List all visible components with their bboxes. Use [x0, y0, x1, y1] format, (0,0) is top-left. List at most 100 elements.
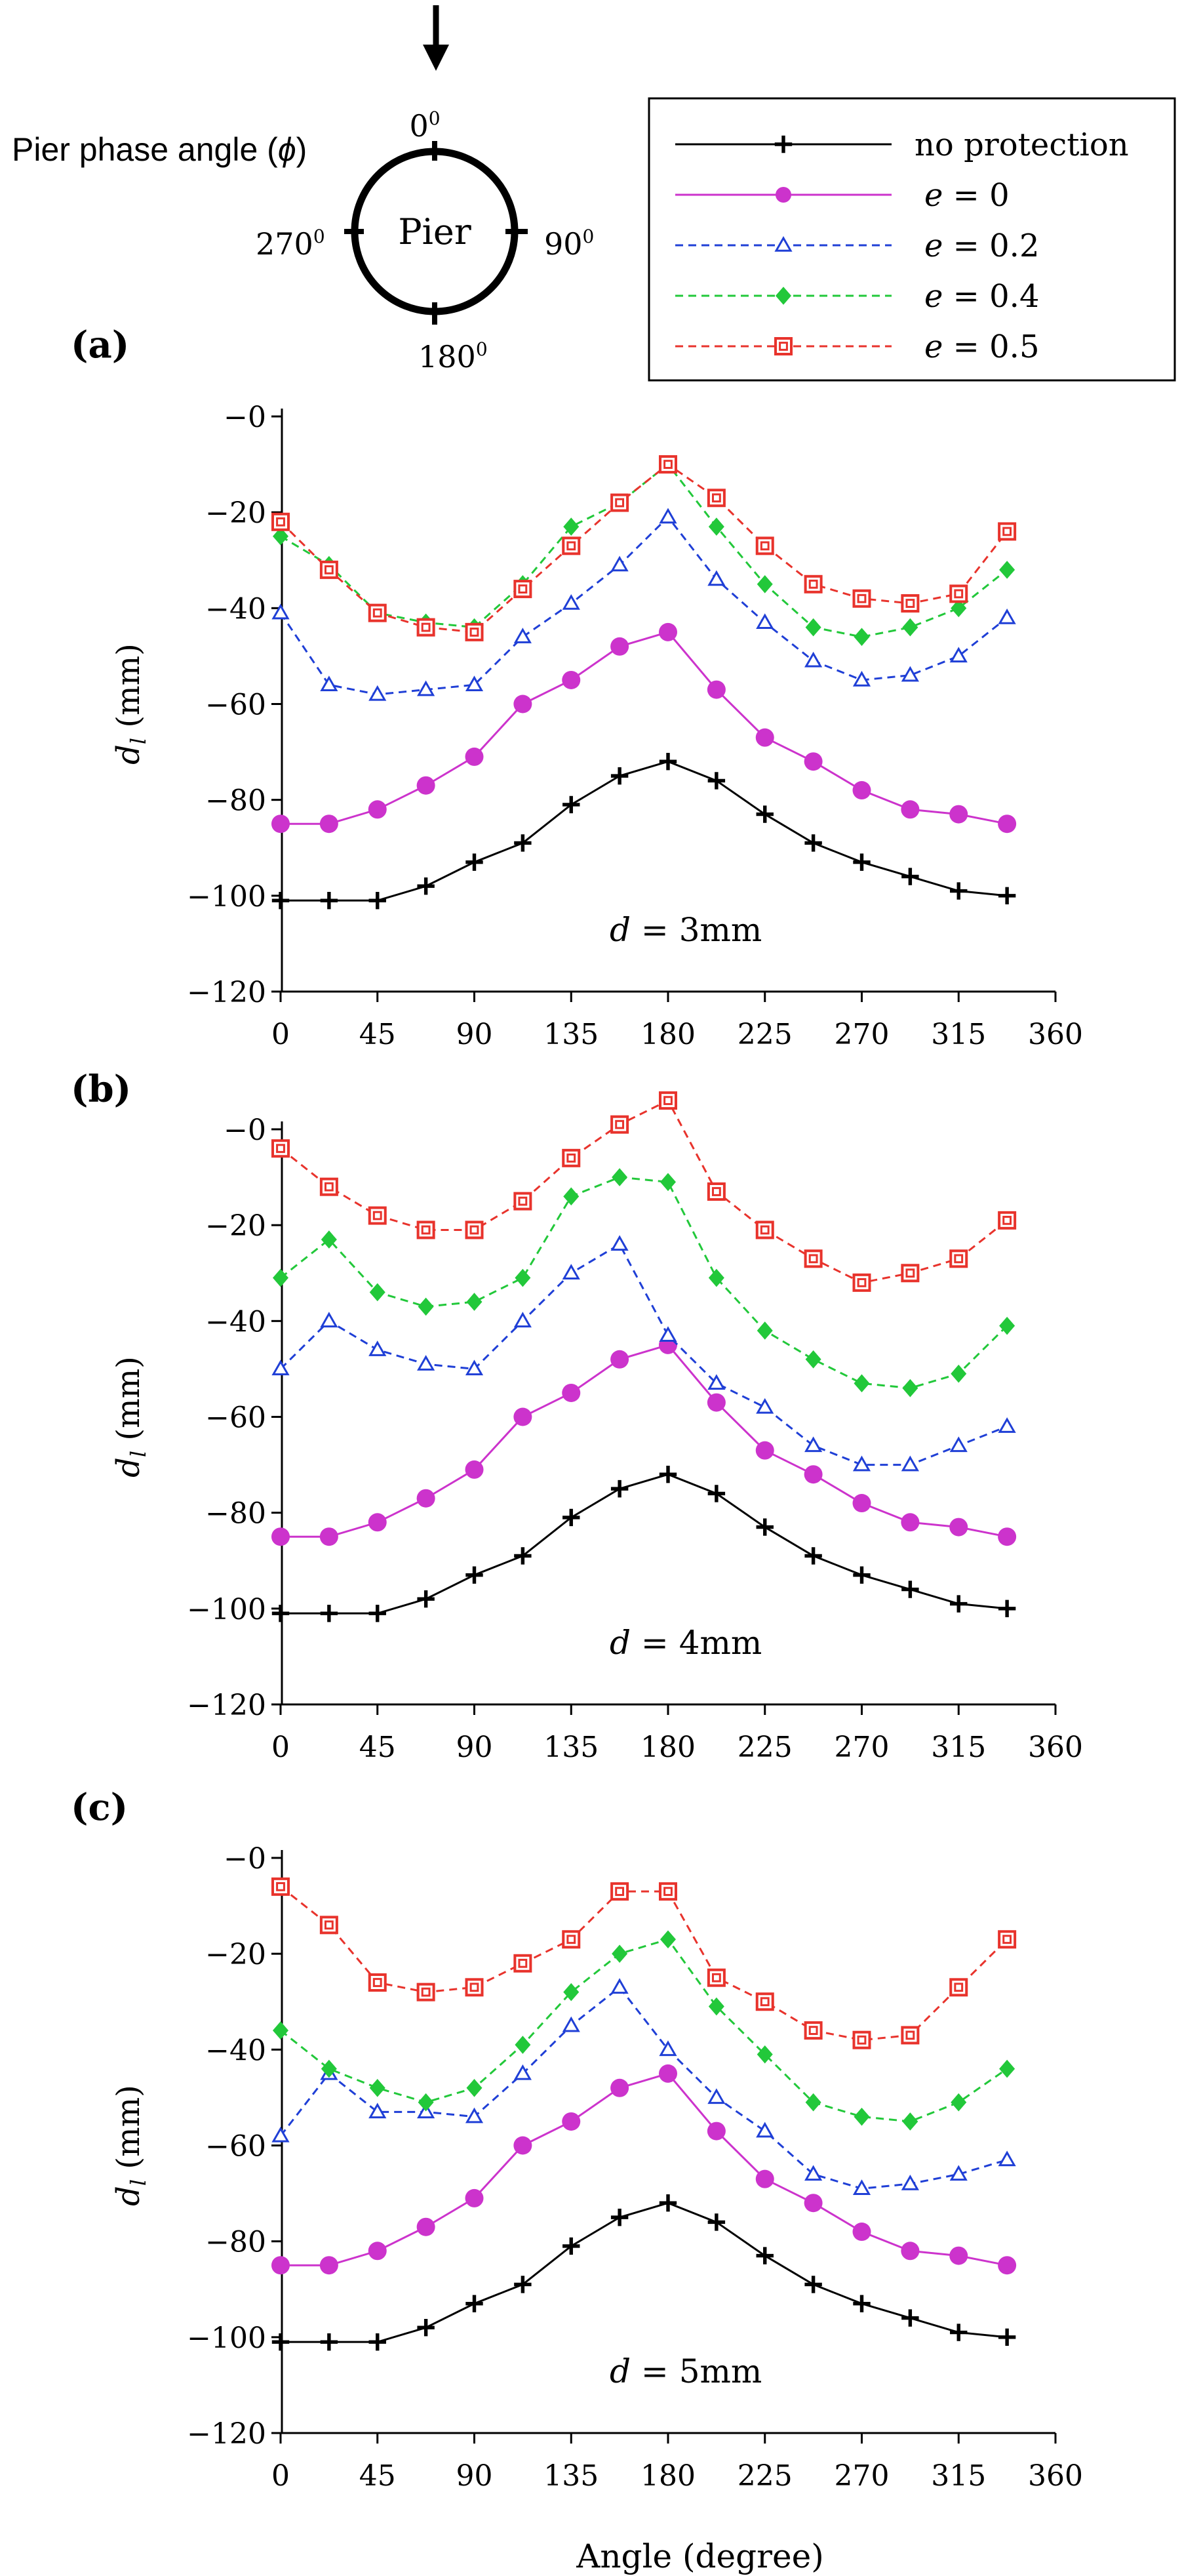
data-point — [562, 1148, 581, 1167]
data-point — [998, 2256, 1017, 2275]
data-point — [901, 1455, 919, 1472]
square-marker-inner — [857, 594, 867, 603]
data-point — [998, 522, 1017, 541]
data-point — [417, 1355, 435, 1371]
data-point — [708, 1268, 724, 1287]
data-point — [805, 618, 821, 637]
panel-annotation: d = 4mm — [610, 1624, 762, 1662]
data-point — [610, 1235, 629, 1251]
data-point — [515, 2036, 531, 2054]
square-marker-inner — [518, 584, 528, 594]
legend-marker — [776, 187, 791, 203]
data-point — [901, 666, 919, 682]
data-point — [804, 2165, 823, 2181]
data-point — [902, 1379, 918, 1398]
series-line — [281, 2072, 1008, 2266]
data-point — [271, 2333, 290, 2351]
data-point — [418, 2093, 434, 2112]
square-marker-inner — [421, 1987, 431, 1997]
data-point — [659, 2194, 677, 2212]
data-point — [755, 1441, 774, 1460]
square-marker-inner — [779, 342, 788, 351]
data-point — [998, 1417, 1016, 1433]
series — [271, 1091, 1017, 1292]
data-point — [610, 1115, 629, 1134]
square-marker-inner — [276, 1144, 285, 1154]
square-marker-inner — [615, 1119, 625, 1129]
data-point — [949, 805, 968, 824]
data-point — [513, 1954, 532, 1973]
square-marker-inner — [711, 493, 721, 503]
data-point — [465, 1359, 484, 1376]
data-point — [951, 599, 967, 618]
x-tick-label: 180 — [640, 1731, 696, 1764]
y-tick-label: −0 — [224, 401, 266, 434]
legend-label: e = 0.2 — [924, 228, 1039, 264]
data-point — [707, 1393, 726, 1412]
data-point — [368, 800, 387, 819]
data-point — [707, 1485, 726, 1502]
data-point — [659, 2040, 677, 2057]
square-marker-inner — [905, 599, 915, 608]
data-point — [368, 1340, 387, 1356]
data-point — [319, 1177, 338, 1196]
data-point — [562, 670, 581, 689]
data-point — [755, 2169, 774, 2188]
data-point — [902, 618, 918, 637]
data-point — [562, 536, 581, 555]
panel-label: (c) — [71, 1786, 128, 1829]
data-point — [562, 2237, 580, 2255]
data-point — [368, 2242, 387, 2261]
data-point — [949, 1249, 968, 1268]
y-tick-label: −60 — [205, 689, 266, 722]
data-point — [659, 622, 677, 641]
data-point — [804, 1436, 823, 1453]
y-axis-label: dl (mm) — [110, 1356, 151, 1478]
y-tick-label: −80 — [205, 784, 266, 818]
legend: no protection e = 0 e = 0.2 e = 0.4 e = 0.5 — [648, 97, 1176, 382]
data-point — [854, 628, 870, 646]
data-point — [514, 2276, 532, 2293]
data-point — [707, 772, 726, 790]
series-line — [279, 515, 1008, 696]
square-marker-inner — [1002, 527, 1012, 536]
square-marker-inner — [566, 1935, 576, 1944]
data-point — [998, 2328, 1016, 2346]
data-point — [271, 603, 290, 620]
data-point — [757, 574, 773, 594]
flow-arrow-icon — [423, 5, 449, 71]
x-tick-label: 360 — [1028, 1018, 1083, 1051]
data-point — [513, 1192, 532, 1211]
data-point — [659, 1091, 677, 1110]
data-point — [271, 2126, 290, 2143]
x-tick-label: 90 — [456, 1731, 493, 1764]
y-tick-label: −80 — [205, 1497, 266, 1531]
data-point — [756, 2122, 774, 2138]
data-point — [852, 2179, 871, 2196]
data-point — [901, 1580, 919, 1598]
series-line — [281, 631, 1008, 825]
square-marker-inner — [566, 541, 576, 551]
data-point — [949, 1518, 968, 1537]
legend-label: e = 0 — [924, 177, 1010, 214]
square-marker-inner — [808, 579, 818, 589]
data-point — [707, 1968, 726, 1987]
data-point — [465, 2295, 483, 2312]
data-point — [368, 1206, 387, 1225]
data-point — [707, 489, 726, 508]
data-point — [369, 2079, 385, 2097]
x-tick-label: 90 — [456, 2459, 493, 2493]
pier-label: Pier — [398, 211, 471, 252]
data-point — [416, 2217, 435, 2236]
data-point — [757, 2045, 773, 2064]
square-marker-inner — [760, 1997, 770, 2007]
data-point — [368, 1973, 387, 1992]
series-line — [280, 1885, 1008, 2042]
x-tick-label: 135 — [543, 2459, 599, 2493]
square-marker-inner — [276, 517, 285, 527]
data-point — [513, 1312, 532, 1328]
series-line — [281, 760, 1008, 902]
panel-annotation: d = 5mm — [610, 2352, 762, 2390]
square-marker-inner — [372, 1211, 382, 1220]
series-line — [280, 1176, 1008, 1390]
